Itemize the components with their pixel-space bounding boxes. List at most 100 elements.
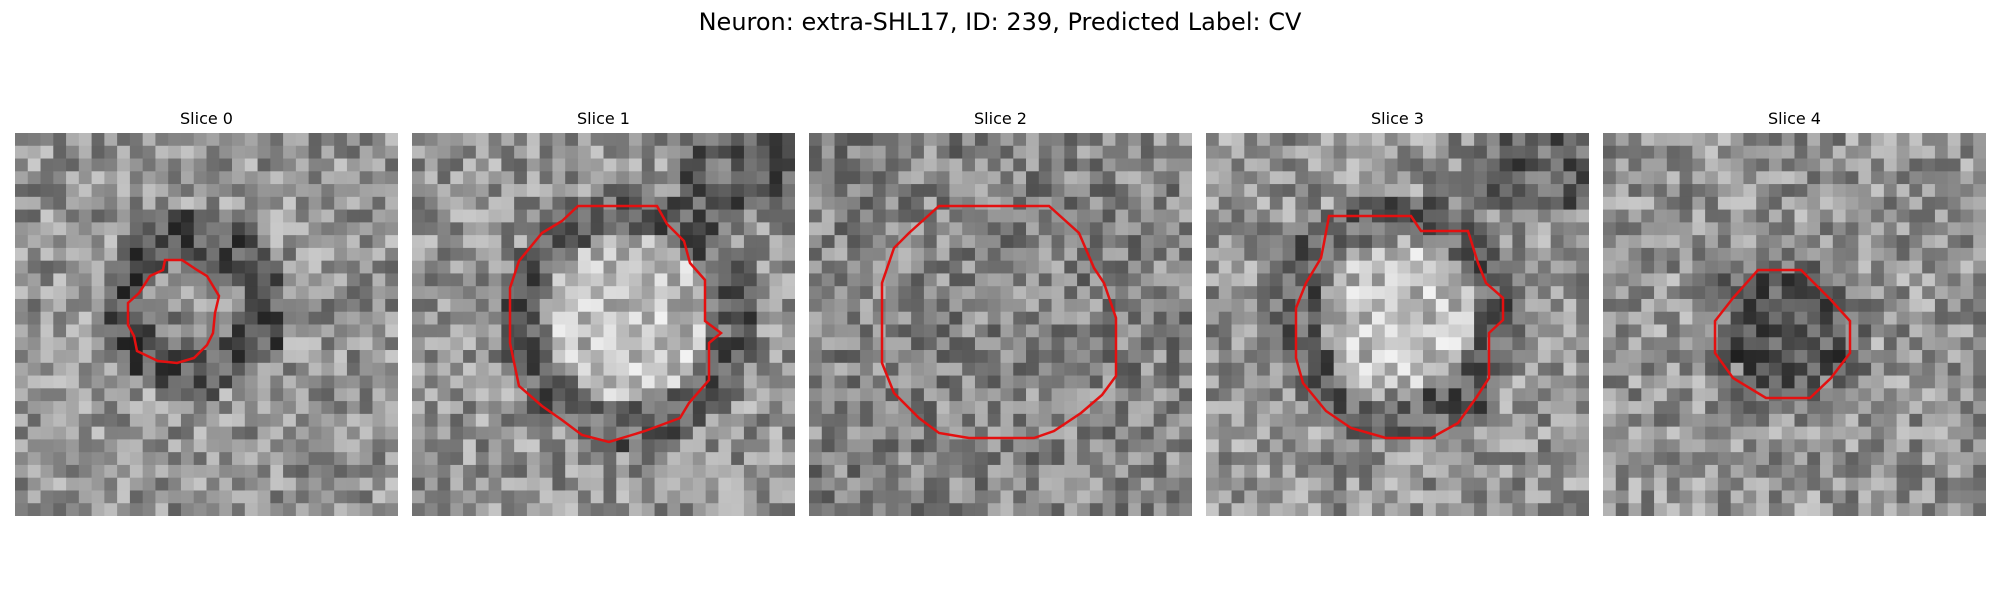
pixel (872, 133, 886, 147)
pixel (142, 298, 156, 313)
pixel (1371, 184, 1386, 198)
pixel (923, 273, 938, 287)
pixel (488, 247, 502, 262)
pixel (782, 133, 795, 147)
pixel (295, 452, 310, 466)
pixel (1679, 401, 1693, 415)
pixel (15, 196, 29, 210)
pixel (1973, 235, 1986, 249)
pixel (1206, 171, 1220, 185)
pixel (1871, 133, 1885, 147)
pixel (590, 324, 604, 338)
pixel (1705, 235, 1719, 249)
pixel (539, 375, 553, 389)
pixel (539, 247, 553, 262)
pixel (1089, 452, 1104, 466)
pixel (346, 464, 361, 479)
pixel (821, 222, 835, 236)
pixel (488, 298, 502, 313)
pixel (385, 503, 398, 516)
pixel (911, 158, 925, 172)
pixel (552, 171, 566, 185)
pixel (1896, 413, 1910, 428)
pixel (346, 490, 361, 504)
pixel (1244, 145, 1258, 159)
pixel (66, 426, 80, 440)
pixel (949, 171, 963, 185)
pixel (1603, 464, 1617, 479)
pixel (1909, 362, 1923, 376)
pixel (27, 260, 41, 274)
pixel (809, 375, 823, 389)
pixel (782, 222, 795, 236)
pixel (654, 337, 668, 351)
pixel (1295, 171, 1309, 185)
pixel (847, 171, 861, 185)
pixel (1102, 145, 1116, 159)
pixel (385, 337, 398, 351)
pixel (1320, 286, 1335, 300)
pixel (53, 260, 67, 274)
pixel (463, 222, 477, 236)
pixel (501, 464, 515, 479)
pixel (1512, 452, 1526, 466)
pixel (1603, 439, 1617, 453)
pixel (603, 222, 617, 236)
pixel (987, 375, 1001, 389)
pixel (667, 375, 681, 389)
pixel (962, 247, 976, 262)
pixel (117, 362, 131, 376)
pixel (885, 401, 899, 415)
pixel (40, 247, 54, 262)
pixel (117, 401, 131, 415)
pixel (1858, 375, 1872, 389)
pixel (1140, 184, 1155, 198)
pixel (552, 337, 566, 351)
pixel (654, 401, 668, 415)
pixel (1013, 375, 1027, 389)
pixel (847, 503, 861, 516)
pixel (1858, 196, 1872, 210)
pixel (1871, 247, 1885, 262)
pixel (412, 273, 426, 287)
pixel (1615, 464, 1629, 479)
pixel (1820, 184, 1834, 198)
pixel (1743, 464, 1757, 479)
pixel (1089, 401, 1104, 415)
pixel (1960, 477, 1974, 491)
pixel (1717, 439, 1732, 453)
pixel (1269, 452, 1283, 466)
pixel (1512, 426, 1526, 440)
pixel (1525, 247, 1539, 262)
pixel (1474, 362, 1488, 376)
pixel (1934, 375, 1949, 389)
pixel (270, 401, 284, 415)
pixel (219, 196, 233, 210)
pixel (565, 171, 579, 185)
pixel (1218, 184, 1232, 198)
pixel (1807, 298, 1821, 313)
pixel (308, 477, 322, 491)
pixel (514, 477, 528, 491)
pixel (270, 145, 284, 159)
pixel (731, 273, 745, 287)
pixel (1013, 311, 1027, 325)
pixel (463, 158, 477, 172)
pixel (885, 222, 899, 236)
pixel (1244, 490, 1258, 504)
pixel (27, 184, 41, 198)
pixel (359, 311, 373, 325)
pixel (1089, 235, 1104, 249)
pixel (1909, 350, 1923, 364)
pixel (321, 286, 335, 300)
pixel (1615, 362, 1629, 376)
pixel (1153, 133, 1167, 147)
pixel (1244, 439, 1258, 453)
pixel (1295, 388, 1309, 402)
pixel (1435, 133, 1449, 147)
pixel (514, 247, 528, 262)
pixel (1550, 350, 1564, 364)
pixel (206, 477, 220, 491)
pixel (27, 439, 41, 453)
pixel (1282, 311, 1296, 325)
